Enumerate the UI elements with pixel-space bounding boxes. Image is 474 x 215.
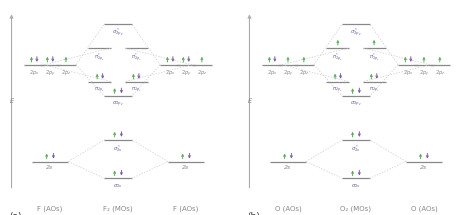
- Text: 2s: 2s: [182, 165, 190, 170]
- Text: $2p_y$: $2p_y$: [181, 68, 191, 79]
- Text: $\sigma^*_{2p_z}$: $\sigma^*_{2p_z}$: [350, 27, 362, 39]
- Text: 2s: 2s: [284, 165, 292, 170]
- Text: $\sigma_{2p_z}$: $\sigma_{2p_z}$: [350, 100, 362, 109]
- Text: O (AOs): O (AOs): [410, 205, 438, 212]
- Text: $\sigma_{2s}$: $\sigma_{2s}$: [351, 182, 361, 190]
- Text: O₂ (MOs): O₂ (MOs): [340, 205, 372, 212]
- Text: $\sigma_{2s}$: $\sigma_{2s}$: [113, 182, 123, 190]
- Text: $\sigma^*_{2s}$: $\sigma^*_{2s}$: [351, 143, 361, 154]
- Text: $2p_y$: $2p_y$: [283, 68, 293, 79]
- Text: F (AOs): F (AOs): [37, 205, 63, 212]
- Text: F₂ (MOs): F₂ (MOs): [103, 205, 133, 212]
- Text: $\pi^*_{2p_x}$: $\pi^*_{2p_x}$: [332, 51, 343, 64]
- Text: $2p_z$: $2p_z$: [299, 68, 309, 77]
- Text: $2p_z$: $2p_z$: [435, 68, 445, 77]
- Text: 2s: 2s: [420, 165, 428, 170]
- Text: 2s: 2s: [46, 165, 54, 170]
- Text: (a): (a): [9, 212, 22, 215]
- Text: $\sigma_{2p_z}$: $\sigma_{2p_z}$: [112, 100, 124, 109]
- Text: $\sigma^*_{2p_z}$: $\sigma^*_{2p_z}$: [112, 27, 124, 39]
- Text: $2p_x$: $2p_x$: [403, 68, 413, 77]
- Text: $\pi^*_{2p_y}$: $\pi^*_{2p_y}$: [131, 51, 142, 63]
- Text: $2p_x$: $2p_x$: [267, 68, 277, 77]
- Text: (b): (b): [247, 212, 260, 215]
- Text: $2p_x$: $2p_x$: [165, 68, 175, 77]
- Text: $2p_x$: $2p_x$: [29, 68, 39, 77]
- Text: O (AOs): O (AOs): [274, 205, 301, 212]
- Text: $2p_z$: $2p_z$: [197, 68, 207, 77]
- Text: E: E: [247, 98, 252, 104]
- Text: $\pi^*_{2p_y}$: $\pi^*_{2p_y}$: [369, 51, 380, 63]
- Text: $\sigma^*_{2s}$: $\sigma^*_{2s}$: [113, 143, 123, 154]
- Text: $\pi_{2p_y}$: $\pi_{2p_y}$: [131, 85, 142, 94]
- Text: F (AOs): F (AOs): [173, 205, 199, 212]
- Text: $2p_y$: $2p_y$: [45, 68, 55, 79]
- Text: $\pi_{2p_x}$: $\pi_{2p_x}$: [332, 85, 343, 95]
- Text: $2p_y$: $2p_y$: [419, 68, 429, 79]
- Text: $\pi^*_{2p_x}$: $\pi^*_{2p_x}$: [94, 51, 105, 64]
- Text: $2p_z$: $2p_z$: [61, 68, 71, 77]
- Text: $\pi_{2p_x}$: $\pi_{2p_x}$: [94, 85, 105, 95]
- Text: E: E: [9, 98, 14, 104]
- Text: $\pi_{2p_y}$: $\pi_{2p_y}$: [369, 85, 380, 94]
